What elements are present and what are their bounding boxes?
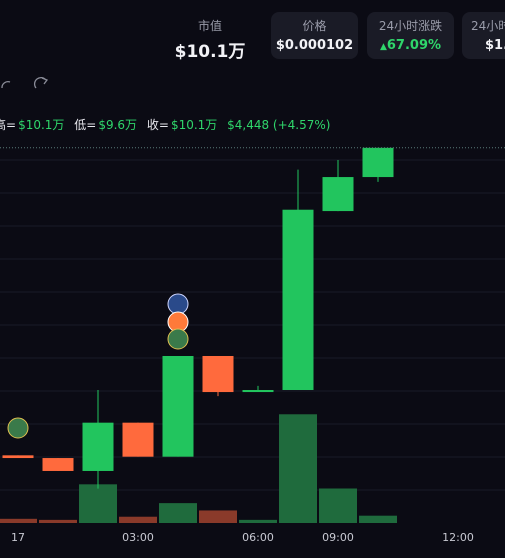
stat-value: $0.000102 xyxy=(275,38,354,53)
candle-body xyxy=(2,455,34,459)
stat-label: 价格 xyxy=(302,19,327,33)
volume-bar xyxy=(119,516,157,523)
undo-redo-icons[interactable] xyxy=(1,76,49,89)
candle-body xyxy=(362,147,394,178)
candle-body xyxy=(242,390,274,393)
volume-bar xyxy=(79,484,117,523)
x-tick-label: 09:00 xyxy=(322,531,354,544)
up-arrow: ▲ xyxy=(379,42,387,52)
x-tick-label: 06:00 xyxy=(242,531,274,544)
plot: 17 03:00 06:00 09:00 12:00 xyxy=(0,147,505,544)
ohlc-label: 收= xyxy=(146,118,169,132)
stat-box: 24小时涨跌 ▲67.09% xyxy=(367,12,454,59)
stat-value: ▲67.09% xyxy=(367,38,454,53)
ohlc-value: $10.1万 xyxy=(170,118,218,132)
stat-value: $1. xyxy=(485,38,505,53)
ohlc-label: 高= xyxy=(0,118,17,132)
x-tick-label: 12:00 xyxy=(442,531,474,544)
stat-box: 市值 $10.1万 xyxy=(160,12,260,62)
stat-label: 市值 xyxy=(197,19,222,33)
stat-value-text: 67.09% xyxy=(386,38,442,53)
x-tick-label: 17 xyxy=(11,531,25,544)
volume-bar xyxy=(39,519,77,523)
stat-label: 24小时 xyxy=(471,19,505,33)
volume-bar xyxy=(0,518,38,523)
candle-body xyxy=(282,209,314,391)
stat-label: 24小时涨跌 xyxy=(378,19,443,33)
candle-body xyxy=(42,458,74,471)
volume-bar xyxy=(319,488,357,523)
stat-value: $10.1万 xyxy=(174,42,246,62)
ohlc-change: $4,448 (+4.57%) xyxy=(227,118,331,132)
avatars xyxy=(7,293,189,439)
candle-body xyxy=(202,355,234,393)
ohlc-label: 低= xyxy=(74,118,97,132)
ohlc-line: 高= $10.1万 低= $9.6万 收= $10.1万 $4,448 (+4.57%… xyxy=(0,116,336,133)
ohlc-value: $10.1万 xyxy=(18,118,65,132)
volume-bar xyxy=(239,519,277,523)
grid xyxy=(0,159,505,491)
stat-box: 24小时 $1. xyxy=(462,12,505,59)
volume-bar xyxy=(199,510,237,523)
volume-bar xyxy=(359,515,397,523)
x-tick-label: 03:00 xyxy=(122,531,154,544)
candle-body xyxy=(82,422,114,471)
stat-box: 价格 $0.000102 xyxy=(271,12,358,59)
volume-bar xyxy=(279,414,317,523)
candle-body xyxy=(322,177,354,212)
candle-body xyxy=(162,355,194,457)
candle-body xyxy=(122,422,154,457)
volume-bar xyxy=(159,503,197,523)
ohlc-value: $9.6万 xyxy=(98,118,138,132)
